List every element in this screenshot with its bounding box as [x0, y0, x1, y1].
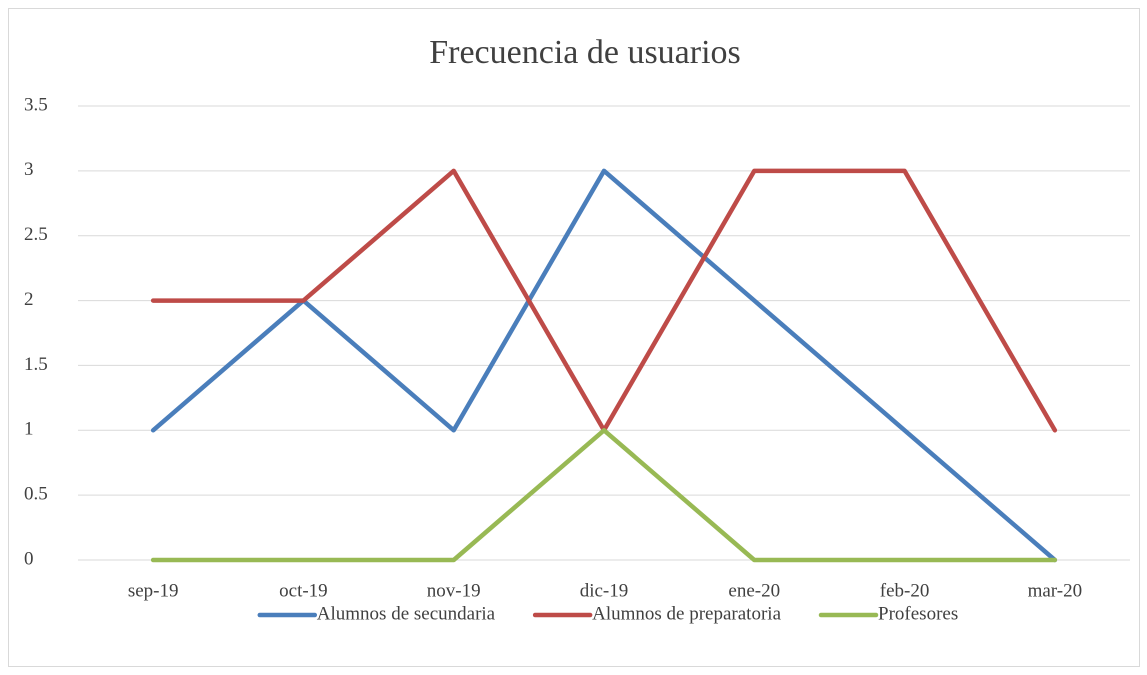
legend-label: Alumnos de preparatoria: [592, 603, 781, 624]
x-tick-label: sep-19: [128, 580, 179, 601]
x-tick-label: feb-20: [880, 580, 930, 601]
x-tick-label: oct-19: [279, 580, 328, 601]
x-tick-label: dic-19: [580, 580, 629, 601]
chart-frame: [8, 8, 1140, 667]
x-tick-label: ene-20: [728, 580, 780, 601]
legend-label: Alumnos de secundaria: [317, 603, 496, 624]
series-line: [150, 428, 1058, 563]
y-tick-label: 1: [24, 419, 34, 440]
y-tick-label: 2: [24, 289, 34, 310]
y-tick-label: 1.5: [24, 354, 48, 375]
y-tick-label: 0: [24, 548, 34, 569]
legend-label: Profesores: [878, 603, 958, 624]
y-tick-label: 3.5: [24, 94, 48, 115]
x-tick-label: nov-19: [427, 580, 481, 601]
y-tick-label: 2.5: [24, 224, 48, 245]
y-tick-label: 3: [24, 159, 34, 180]
chart-title: Frecuencia de usuarios: [429, 34, 741, 71]
x-tick-label: mar-20: [1028, 580, 1083, 601]
y-tick-label: 0.5: [24, 484, 48, 505]
